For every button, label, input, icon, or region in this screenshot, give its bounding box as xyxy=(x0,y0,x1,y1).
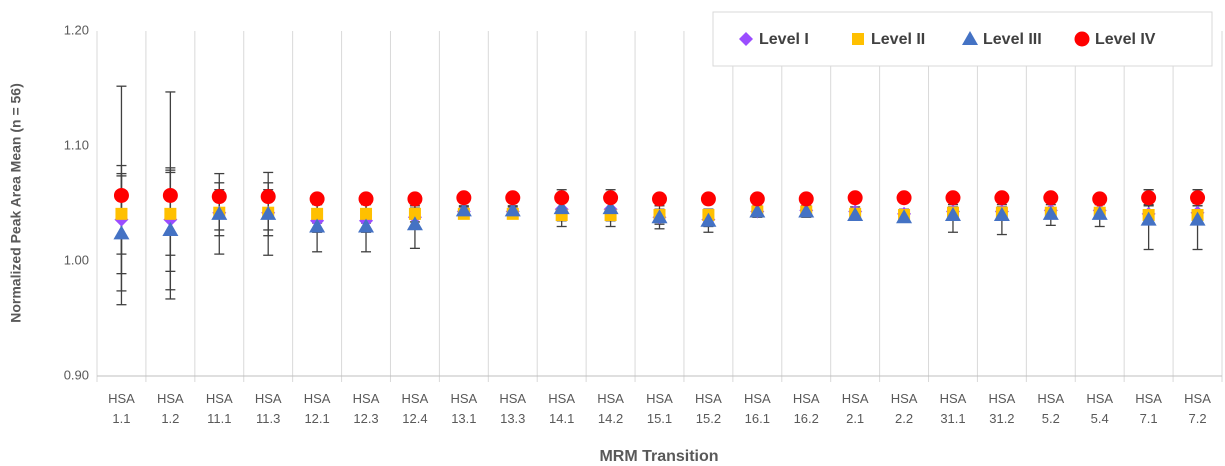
x-tick-label: HSA 11.3 xyxy=(254,391,282,426)
marker xyxy=(260,205,277,220)
y-tick-label: 1.00 xyxy=(64,252,89,267)
x-tick-label: HSA 7.2 xyxy=(1184,391,1211,426)
x-axis-title: MRM Transition xyxy=(599,448,718,465)
x-tick-label: HSA 2.1 xyxy=(841,391,869,426)
marker xyxy=(847,190,863,206)
legend-marker xyxy=(852,33,864,45)
x-tick-label: HSA 16.2 xyxy=(792,391,820,426)
legend-label: Level I xyxy=(759,31,809,48)
x-tick-label: HSA 16.1 xyxy=(743,391,771,426)
y-tick-label: 1.10 xyxy=(64,137,89,152)
marker xyxy=(113,187,129,203)
legend-marker xyxy=(1074,31,1090,47)
marker xyxy=(1140,211,1157,226)
marker xyxy=(603,190,619,206)
marker xyxy=(847,207,864,221)
marker xyxy=(993,207,1010,221)
legend-box xyxy=(712,11,1213,67)
marker xyxy=(358,191,374,207)
marker xyxy=(1190,190,1206,206)
marker xyxy=(505,190,521,206)
marker xyxy=(309,218,326,233)
x-tick-label: HSA 5.2 xyxy=(1037,391,1065,426)
marker xyxy=(358,218,375,233)
marker xyxy=(406,216,423,231)
marker xyxy=(945,190,961,206)
marker xyxy=(1092,191,1108,207)
x-tick-label: HSA 15.1 xyxy=(646,391,673,426)
marker xyxy=(115,207,128,220)
x-tick-label: HSA 14.1 xyxy=(548,391,576,426)
marker xyxy=(504,202,521,217)
marker xyxy=(360,207,373,220)
marker xyxy=(1189,211,1206,226)
y-axis-title: Normalized Peak Area Mean (n = 56) xyxy=(8,83,24,323)
x-tick-label: HSA 1.1 xyxy=(108,391,135,426)
marker xyxy=(211,205,228,220)
marker xyxy=(164,207,177,220)
marker xyxy=(311,207,324,220)
x-tick-label: HSA 31.1 xyxy=(939,391,967,426)
marker xyxy=(309,191,325,207)
x-tick-label: HSA 12.1 xyxy=(303,391,331,426)
x-tick-label: HSA 13.1 xyxy=(450,391,478,426)
legend-marker xyxy=(739,32,753,46)
marker xyxy=(554,190,570,206)
marker xyxy=(407,191,423,207)
marker xyxy=(700,212,717,227)
marker xyxy=(1141,190,1157,206)
x-tick-label: HSA 5.4 xyxy=(1086,391,1114,426)
legend-label: Level IV xyxy=(1095,31,1156,48)
x-tick-label: HSA 31.2 xyxy=(988,391,1016,426)
marker xyxy=(113,225,130,240)
x-tick-label: HSA 1.2 xyxy=(156,391,184,426)
x-tick-label: HSA 2.2 xyxy=(890,391,918,426)
marker xyxy=(602,200,619,215)
marker xyxy=(749,191,765,207)
x-tick-label: HSA 13.3 xyxy=(499,391,527,426)
x-tick-label: HSA 12.4 xyxy=(401,391,429,426)
y-tick-label: 0.90 xyxy=(64,367,89,382)
marker xyxy=(408,207,421,220)
x-tick-label: HSA 7.1 xyxy=(1135,391,1162,426)
x-tick-label: HSA 15.2 xyxy=(695,391,722,426)
legend-label: Level II xyxy=(871,31,925,48)
legend-marker xyxy=(962,31,978,45)
legend-label: Level III xyxy=(983,31,1042,48)
marker xyxy=(211,189,227,205)
marker xyxy=(749,203,766,218)
marker xyxy=(651,209,668,224)
x-tick-label: HSA 11.1 xyxy=(205,391,233,426)
marker xyxy=(994,190,1010,206)
marker xyxy=(162,221,179,236)
marker xyxy=(162,187,178,203)
marker xyxy=(1042,205,1059,220)
marker xyxy=(896,209,913,224)
marker xyxy=(652,191,667,207)
marker xyxy=(1043,190,1059,206)
x-tick-label: HSA 14.2 xyxy=(597,391,624,426)
marker xyxy=(944,207,961,221)
marker xyxy=(700,191,716,207)
marker xyxy=(798,191,814,207)
marker xyxy=(260,189,276,205)
marker xyxy=(1091,205,1108,220)
x-tick-label: HSA 12.3 xyxy=(352,391,380,426)
marker xyxy=(553,200,570,215)
marker xyxy=(456,190,472,206)
y-tick-label: 1.20 xyxy=(64,22,89,37)
marker xyxy=(798,203,815,218)
marker xyxy=(455,202,472,217)
marker xyxy=(896,190,912,206)
